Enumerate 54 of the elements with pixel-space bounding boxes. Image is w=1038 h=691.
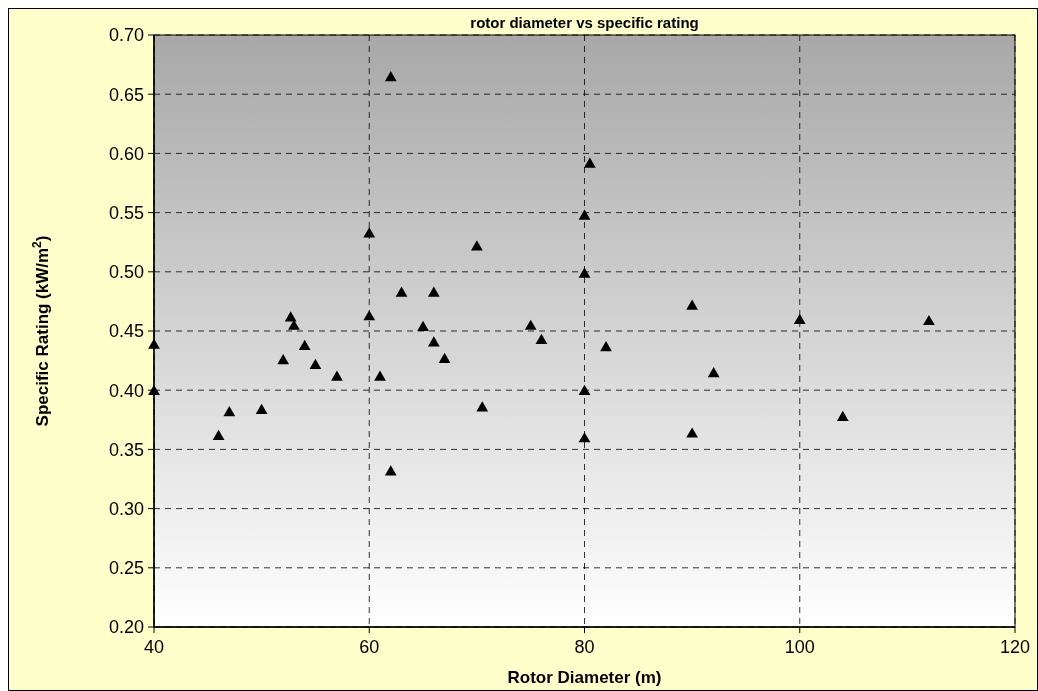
y-tick-label: 0.50 <box>108 262 144 283</box>
point <box>707 367 720 378</box>
point <box>223 406 236 417</box>
y-tick-label: 0.35 <box>108 439 144 460</box>
point <box>255 403 268 414</box>
x-tick-label: 80 <box>574 637 595 657</box>
point <box>578 267 591 278</box>
point <box>427 286 440 297</box>
point <box>363 227 376 238</box>
point <box>331 370 343 381</box>
chart-title: rotor diameter vs specific rating <box>470 14 699 31</box>
x-tick-label: 120 <box>999 637 1031 657</box>
point <box>148 384 160 395</box>
point <box>284 311 297 322</box>
point <box>686 299 699 310</box>
y-tick-label: 0.30 <box>108 498 144 519</box>
point <box>374 370 386 381</box>
point <box>427 336 440 347</box>
point <box>584 157 596 168</box>
point <box>524 319 537 330</box>
x-axis-title: Rotor Diameter (m) <box>507 668 662 687</box>
point <box>298 339 311 350</box>
point <box>384 71 397 82</box>
point <box>535 333 548 345</box>
point <box>277 353 290 365</box>
x-tick-label: 60 <box>359 637 380 657</box>
point <box>309 358 322 369</box>
point <box>438 352 451 363</box>
point <box>793 313 806 324</box>
x-tick-label: 40 <box>143 637 165 657</box>
point <box>212 429 225 440</box>
point <box>148 338 160 349</box>
point <box>417 320 429 332</box>
point <box>384 465 397 476</box>
y-tick-label: 0.60 <box>108 143 144 164</box>
point <box>476 401 489 412</box>
point <box>363 310 376 321</box>
y-tick-label: 0.25 <box>108 558 144 579</box>
point <box>686 427 699 438</box>
y-tick-label: 0.20 <box>108 617 144 638</box>
y-tick-label: 0.65 <box>108 84 144 105</box>
point <box>578 209 591 220</box>
point <box>836 410 849 422</box>
point <box>578 384 591 395</box>
point <box>600 340 612 352</box>
y-tick-label: 0.70 <box>108 25 144 46</box>
point <box>470 240 483 251</box>
x-tick-label: 100 <box>784 637 815 657</box>
point <box>395 286 408 297</box>
y-tick-label: 0.55 <box>108 202 144 223</box>
point <box>578 432 591 443</box>
point <box>923 314 935 326</box>
y-tick-label: 0.40 <box>108 380 144 401</box>
y-tick-label: 0.45 <box>108 321 144 342</box>
